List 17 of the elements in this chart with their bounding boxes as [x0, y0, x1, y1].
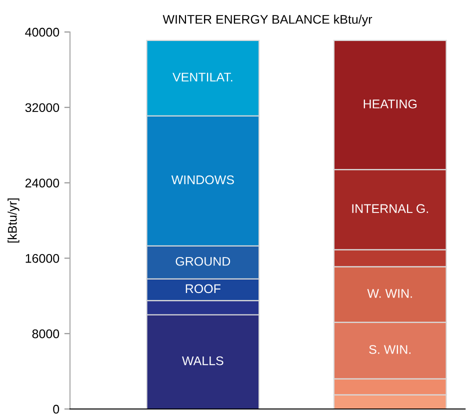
y-tick-label: 24000 [25, 178, 60, 188]
y-tick-label: 40000 [25, 28, 60, 37]
y-tick-label: 16000 [26, 254, 60, 263]
y-tick-label: 32000 [25, 103, 60, 112]
series-label: ROOF [186, 284, 220, 294]
y-tick-label: 8000 [32, 329, 60, 338]
y-tick-label: 0 [53, 404, 60, 414]
series-label: VENTILAT. [172, 72, 232, 82]
series-label: W. WIN. [367, 289, 412, 298]
series-label: INTERNAL G. [352, 204, 428, 214]
chart-title: WINTER ENERGY BALANCE kBtu/yr [162, 14, 372, 26]
series-label: WINDOWS [171, 175, 234, 184]
series-label: WALLS [182, 356, 224, 366]
series-label: HEATING [364, 100, 417, 108]
series-label: GROUND [176, 256, 230, 266]
series-label: S. WIN. [369, 345, 411, 354]
y-axis-title: [kBtu/yr] [8, 198, 20, 243]
